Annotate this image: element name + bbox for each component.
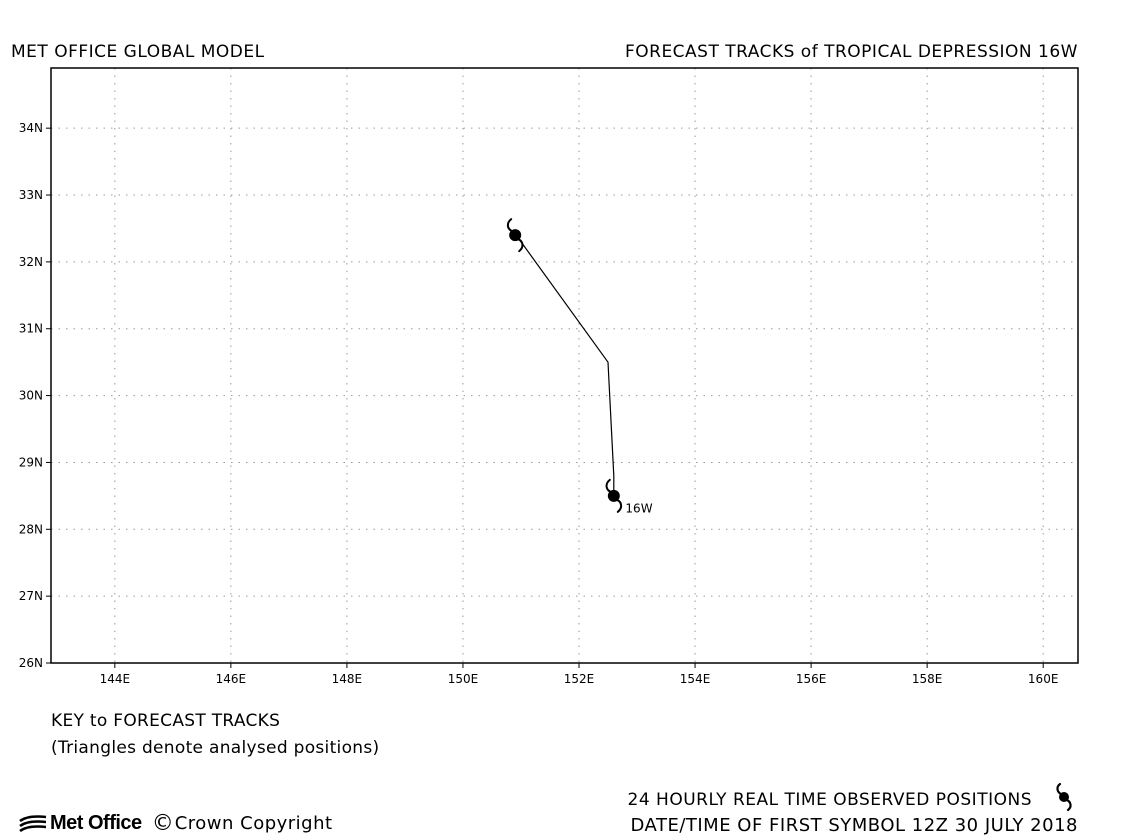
lon-tick-label: 150E xyxy=(448,672,479,686)
first-symbol-datetime: DATE/TIME OF FIRST SYMBOL 12Z 30 JULY 20… xyxy=(630,815,1078,836)
cyclone-arm-top xyxy=(605,478,612,493)
model-title: MET OFFICE GLOBAL MODEL xyxy=(11,42,265,62)
cyclone-symbol-icon xyxy=(1056,782,1072,812)
cyclone-arm-bottom xyxy=(517,238,524,253)
lon-tick-label: 148E xyxy=(332,672,363,686)
lat-tick-label: 26N xyxy=(19,656,43,670)
lon-tick-label: 152E xyxy=(564,672,595,686)
observed-positions-label: 24 HOURLY REAL TIME OBSERVED POSITIONS xyxy=(627,790,1032,810)
map-frame xyxy=(50,67,1079,664)
forecast-track-line xyxy=(514,234,615,496)
cyclone-position-icon xyxy=(506,218,524,253)
lon-tick-label: 160E xyxy=(1028,672,1059,686)
lon-tick-label: 144E xyxy=(100,672,131,686)
cyclone-arm-top xyxy=(506,218,514,233)
copyright-icon: © xyxy=(151,811,174,836)
met-office-logo: Met Office © Crown Copyright xyxy=(18,811,333,836)
lon-tick-label: 154E xyxy=(680,672,711,686)
key-title: KEY to FORECAST TRACKS xyxy=(51,711,281,731)
lon-tick-label: 158E xyxy=(912,672,943,686)
copyright-text: Crown Copyright xyxy=(174,813,333,834)
chart-title: FORECAST TRACKS of TROPICAL DEPRESSION 1… xyxy=(624,42,1078,62)
lat-tick-label: 27N xyxy=(19,589,43,603)
lat-tick-label: 28N xyxy=(19,522,43,536)
key-note: (Triangles denote analysed positions) xyxy=(51,738,380,758)
lon-tick-label: 156E xyxy=(796,672,827,686)
lat-tick-label: 30N xyxy=(19,389,43,403)
track-label: 16W xyxy=(625,502,652,516)
grid-layer xyxy=(51,68,1078,663)
track-layer: 16W xyxy=(506,218,653,516)
lat-tick-label: 29N xyxy=(19,455,43,469)
lon-tick-label: 146E xyxy=(216,672,247,686)
lat-tick-label: 31N xyxy=(19,322,43,336)
cyclone-eye xyxy=(607,489,620,502)
cyclone-position-icon xyxy=(605,478,623,513)
lat-tick-label: 34N xyxy=(19,121,43,135)
tick-layer: 144E 146E 148E 150E 152E 154E 156E 158E 160E 26N 2… xyxy=(19,121,1059,686)
lat-tick-label: 33N xyxy=(19,188,43,202)
met-office-logo-icon xyxy=(19,814,47,832)
cyclone-arm-bottom xyxy=(615,498,623,513)
lat-tick-label: 32N xyxy=(19,255,43,269)
logo-text: Met Office xyxy=(50,812,142,834)
